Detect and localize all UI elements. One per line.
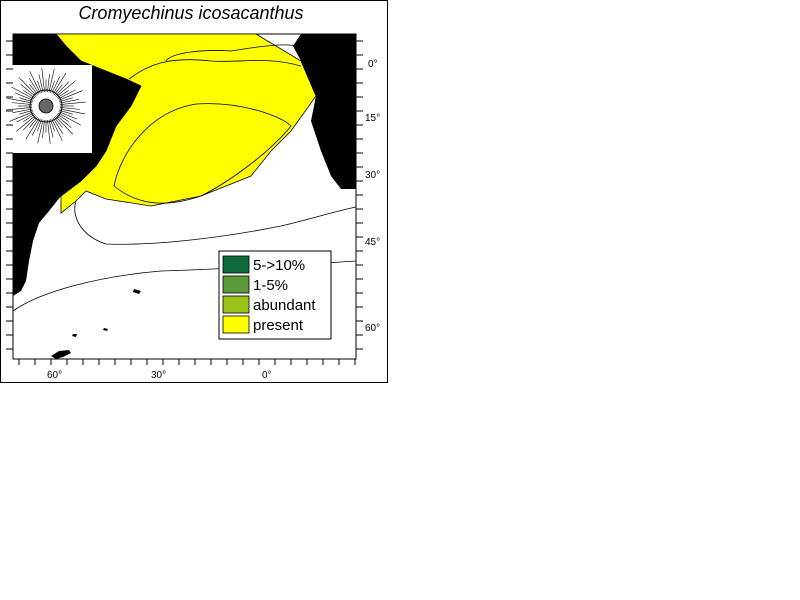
urchin-spine	[12, 108, 33, 114]
urchin-spine	[52, 117, 64, 135]
urchin-spine	[37, 119, 44, 144]
map-frame: Cromyechinus icosacanthus 0°	[0, 0, 388, 383]
legend-swatch-abundant	[222, 295, 250, 314]
urchin-spine	[23, 116, 37, 131]
urchin-spine	[51, 118, 63, 141]
urchin-spine	[38, 74, 44, 93]
lon-label-60: 60°	[47, 370, 62, 381]
urchin-spine	[25, 117, 40, 140]
front-line	[74, 200, 357, 245]
lat-label-45: 45°	[365, 237, 380, 248]
axis-ticks	[6, 40, 363, 365]
contour-line	[113, 103, 292, 204]
urchin-spine	[11, 86, 35, 100]
urchin-spine	[28, 77, 40, 95]
urchin-spine	[55, 116, 73, 135]
urchin-spine	[42, 119, 45, 139]
legend: 5->10% 1-5% abundant present	[218, 250, 332, 340]
legend-label-5-10: 5->10%	[253, 257, 305, 274]
island-antarctic	[51, 350, 71, 359]
lon-label-0: 0°	[262, 370, 272, 381]
urchin-spine	[58, 111, 78, 120]
legend-swatch-present	[222, 315, 250, 334]
lat-label-60: 60°	[365, 323, 380, 334]
contour-line	[128, 59, 302, 80]
urchin-spine	[31, 118, 41, 136]
urchin-spine	[56, 80, 76, 97]
urchin-spine	[41, 68, 45, 93]
urchin-spine	[59, 101, 86, 105]
urchin-spine	[59, 107, 80, 110]
legend-swatch-1-5	[222, 275, 250, 294]
urchin-spine	[12, 102, 33, 105]
urchin-spine	[59, 98, 80, 104]
legend-swatch-5-10	[222, 255, 250, 274]
urchin-spine	[16, 112, 35, 123]
lat-label-15: 15°	[365, 113, 380, 124]
lon-label-30: 30°	[151, 370, 166, 381]
urchin-spine	[14, 92, 34, 101]
lat-label-30: 30°	[365, 170, 380, 181]
island	[133, 289, 141, 294]
urchin-spine	[52, 72, 67, 95]
island	[72, 334, 77, 337]
urchin-spine	[29, 71, 41, 94]
legend-label-abundant: abundant	[253, 297, 316, 314]
map-title: Cromyechinus icosacanthus	[78, 3, 304, 23]
lat-label-0: 0°	[368, 59, 378, 70]
urchin-spine	[56, 115, 72, 128]
urchin-spine	[20, 84, 36, 97]
urchin-spine	[57, 89, 76, 100]
urchin-spine	[48, 68, 55, 93]
contour-line	[165, 44, 297, 62]
urchin-spine	[57, 112, 81, 126]
urchin-spine	[59, 108, 86, 115]
urchin-spine	[58, 90, 83, 101]
island	[103, 328, 108, 331]
urchin-spine	[47, 73, 50, 93]
present-region	[55, 33, 317, 214]
map-canvas: 0° 15° 30° 45° 60° 60° 30° 0° 5->10% 1-5…	[1, 33, 380, 381]
urchin-spine	[48, 119, 54, 138]
legend-label-present: present	[253, 317, 304, 334]
urchin-spine	[16, 115, 36, 132]
urchin-spine	[6, 97, 33, 104]
urchin-spine	[19, 77, 37, 96]
urchin-spine	[55, 81, 69, 96]
land-africa	[293, 34, 356, 189]
urchin-spine	[6, 107, 33, 111]
urchin-spine	[47, 119, 51, 144]
sea-urchin-illustration	[1, 65, 92, 153]
urchin-spine	[9, 111, 34, 122]
urchin-spine	[51, 76, 61, 94]
legend-label-1-5: 1-5%	[253, 277, 288, 294]
